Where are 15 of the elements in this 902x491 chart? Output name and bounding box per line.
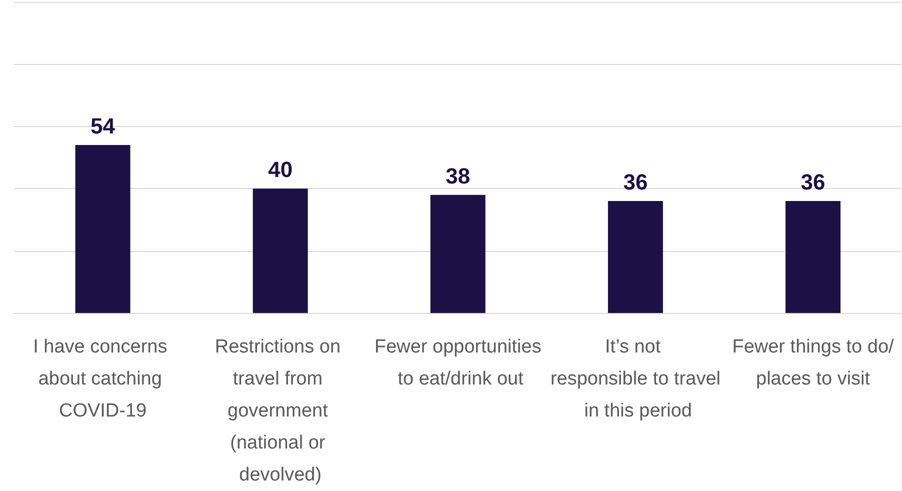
bar bbox=[786, 201, 841, 313]
bar bbox=[430, 194, 486, 313]
data-label: 54 bbox=[90, 114, 116, 139]
bar bbox=[608, 201, 663, 313]
bar bbox=[75, 145, 130, 313]
data-label: 36 bbox=[623, 170, 648, 195]
x-tick-label: It’s not responsible to travel in this period bbox=[550, 336, 720, 422]
bar bbox=[252, 188, 308, 313]
x-tick-label: Restrictions on travel from government (national or devolved) bbox=[214, 336, 346, 486]
data-label: 36 bbox=[800, 170, 826, 195]
x-tick-label: Fewer things to do/places to visit bbox=[732, 336, 895, 390]
data-label: 40 bbox=[268, 157, 293, 182]
x-tick-label: I have concerns about catching COVID-19 bbox=[33, 336, 172, 422]
data-label: 38 bbox=[446, 163, 470, 188]
x-tick-label: Fewer opportunities to eat/drink out bbox=[374, 336, 542, 390]
